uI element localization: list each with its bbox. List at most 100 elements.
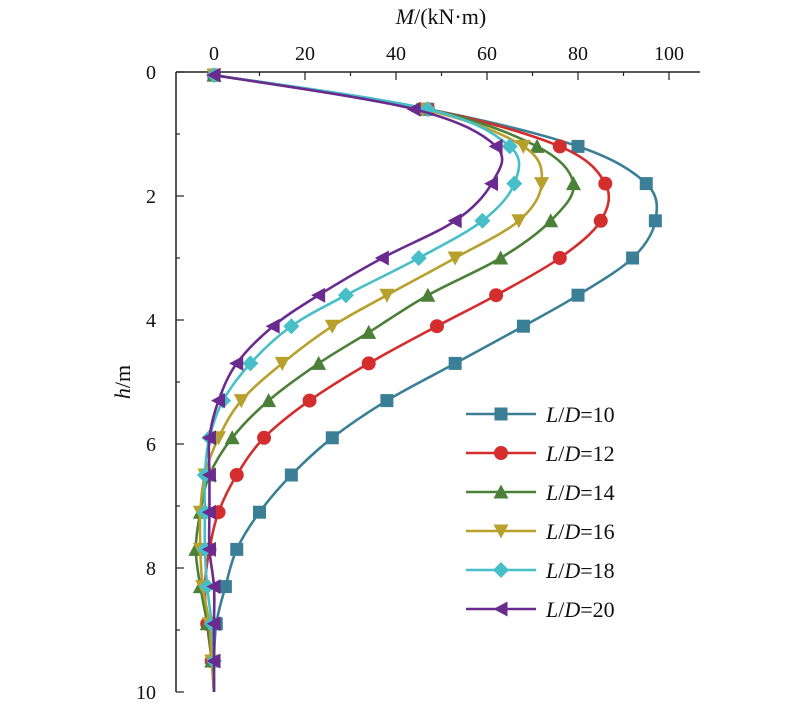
- legend-label: L/D=20: [545, 597, 615, 622]
- legend-entry: L/D=12: [466, 441, 615, 466]
- data-point-marker: [447, 213, 462, 229]
- legend-entry: L/D=14: [466, 480, 615, 505]
- data-point-marker: [283, 318, 300, 335]
- data-point-marker: [229, 355, 244, 371]
- data-point-marker: [201, 541, 216, 557]
- data-point-marker: [534, 177, 550, 192]
- y-tick-label: 2: [146, 186, 156, 208]
- data-point-marker: [325, 431, 339, 445]
- data-point-marker: [488, 138, 503, 154]
- data-point-marker: [201, 467, 216, 483]
- data-point-marker: [311, 287, 326, 303]
- data-point-marker: [274, 356, 290, 371]
- data-point-marker: [206, 653, 221, 669]
- data-point-marker: [224, 430, 240, 445]
- legend-entry: L/D=16: [466, 519, 615, 544]
- data-point-marker: [380, 394, 394, 408]
- data-point-marker: [571, 288, 585, 302]
- y-tick-label: 10: [136, 682, 156, 704]
- legend-marker: [493, 484, 509, 499]
- legend-marker: [493, 562, 509, 578]
- legend-marker: [494, 407, 508, 421]
- series-14: [188, 67, 581, 693]
- data-point-marker: [201, 504, 216, 520]
- x-tick-label: 0: [209, 43, 219, 65]
- data-point-marker: [410, 250, 427, 266]
- data-point-marker: [489, 288, 504, 303]
- data-point-marker: [361, 324, 377, 339]
- legend-entry: L/D=18: [466, 558, 615, 583]
- data-point-marker: [302, 393, 317, 408]
- data-point-marker: [242, 355, 259, 372]
- data-point-marker: [206, 67, 221, 83]
- data-point-marker: [311, 355, 327, 370]
- y-tick-label: 6: [146, 434, 156, 456]
- data-point-marker: [229, 468, 244, 482]
- data-point-marker: [593, 213, 608, 228]
- data-point-marker: [261, 393, 277, 408]
- x-tick-label: 40: [386, 43, 406, 65]
- legend-label: L/D=16: [545, 519, 615, 544]
- data-point-marker: [218, 580, 232, 594]
- series-line: [198, 73, 544, 693]
- data-point-marker: [265, 318, 280, 334]
- legend-label: L/D=12: [545, 441, 615, 466]
- data-point-marker: [506, 175, 523, 192]
- data-point-marker: [516, 319, 530, 333]
- x-tick-label: 100: [654, 43, 684, 65]
- data-point-marker: [230, 542, 244, 556]
- y-tick-label: 0: [146, 62, 156, 84]
- x-tick-label: 20: [295, 43, 315, 65]
- data-point-marker: [529, 138, 545, 153]
- legend-entry: L/D=10: [466, 402, 615, 427]
- data-point-marker: [374, 250, 389, 266]
- legend-entry: L/D=20: [466, 597, 615, 622]
- data-point-marker: [284, 468, 298, 482]
- data-point-marker: [571, 139, 585, 153]
- series-18: [196, 67, 523, 693]
- data-point-marker: [361, 356, 376, 371]
- data-point-marker: [493, 250, 509, 265]
- data-point-marker: [511, 214, 527, 229]
- y-axis-title: h/m: [110, 365, 135, 399]
- data-point-marker: [474, 212, 491, 229]
- data-point-marker: [206, 579, 221, 595]
- data-point-marker: [598, 176, 613, 191]
- series-line: [203, 73, 521, 693]
- data-point-marker: [552, 139, 567, 154]
- data-point-marker: [206, 616, 221, 632]
- y-tick-label: 8: [146, 558, 156, 580]
- legend-label: L/D=14: [545, 480, 615, 505]
- x-axis-title: M/(kN·m): [395, 4, 486, 29]
- legend: L/D=10 L/D=12 L/D=14 L/D=16 L/D=18 L/D=20: [466, 402, 615, 622]
- legend-marker: [494, 446, 508, 460]
- data-point-marker: [565, 176, 581, 191]
- data-point-marker: [501, 138, 518, 155]
- series-20: [201, 67, 504, 692]
- data-point-marker: [253, 505, 266, 519]
- data-point-marker: [379, 288, 395, 303]
- legend-label: L/D=18: [545, 558, 615, 583]
- data-point-marker: [420, 287, 436, 302]
- data-point-marker: [639, 177, 653, 191]
- data-point-marker: [648, 214, 662, 228]
- axes: 0 20 40 60 80 100 0 2 4 6 8 10: [136, 43, 700, 704]
- y-tick-label: 4: [146, 310, 156, 332]
- legend-marker: [493, 524, 509, 539]
- data-point-marker: [406, 101, 421, 117]
- series-line: [194, 73, 575, 693]
- data-point-marker: [257, 430, 272, 445]
- series-16: [192, 68, 550, 693]
- data-point-marker: [552, 251, 567, 265]
- data-point-marker: [448, 356, 462, 370]
- data-point-marker: [201, 430, 216, 446]
- data-point-marker: [324, 319, 340, 334]
- data-point-marker: [429, 319, 444, 334]
- series-line: [207, 73, 504, 692]
- x-tick-label: 80: [568, 43, 588, 65]
- data-point-marker: [543, 213, 559, 228]
- x-tick-label: 60: [477, 43, 497, 65]
- legend-label: L/D=10: [545, 402, 615, 427]
- series-layer: [188, 67, 662, 693]
